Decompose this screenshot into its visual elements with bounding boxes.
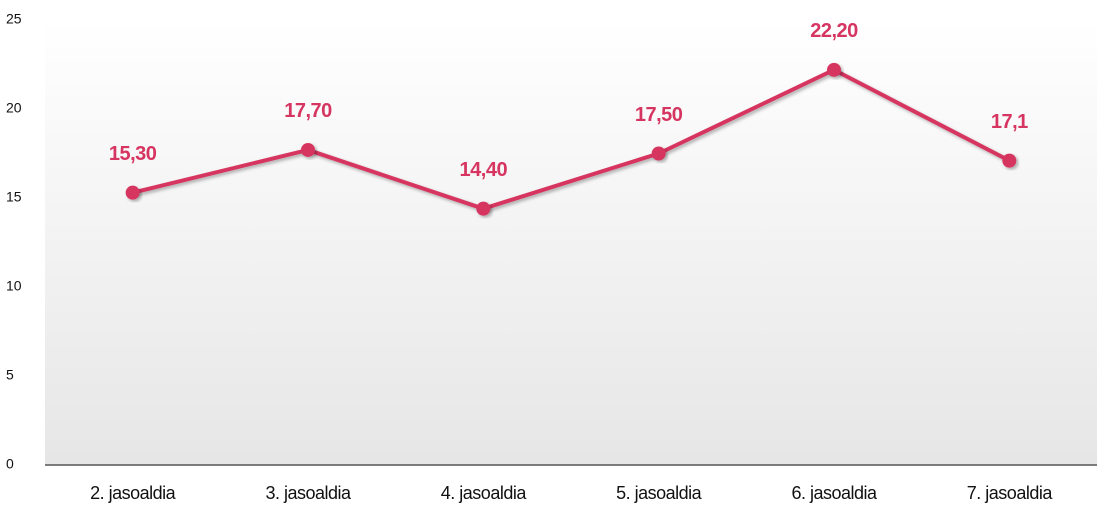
- value-label: 17,50: [635, 104, 683, 126]
- value-label: 14,40: [460, 159, 508, 181]
- point: [1002, 153, 1017, 168]
- y-tick-label: 25: [6, 11, 22, 27]
- point: [125, 185, 140, 200]
- value-label: 17,70: [284, 100, 332, 122]
- point: [651, 146, 666, 161]
- x-tick-label: 7. jasoaldia: [967, 483, 1054, 503]
- x-tick-label: 4. jasoaldia: [441, 483, 528, 503]
- point: [476, 201, 491, 216]
- x-tick-label: 6. jasoaldia: [791, 483, 878, 503]
- point: [827, 62, 841, 77]
- x-tick-label: 3. jasoaldia: [265, 483, 352, 503]
- y-tick-label: 0: [6, 456, 14, 472]
- value-label: 15,30: [109, 143, 157, 165]
- x-tick-label: 5. jasoaldia: [616, 483, 703, 503]
- y-tick-label: 20: [6, 100, 22, 116]
- line: [132, 67, 1011, 211]
- y-tick-label: 10: [6, 278, 22, 294]
- y-tick-label: 15: [6, 189, 22, 205]
- value-label: 17,1: [991, 111, 1028, 133]
- x-tick-label: 2. jasoaldia: [90, 483, 177, 503]
- value-label: 22,20: [810, 20, 858, 42]
- point: [301, 142, 315, 157]
- y-tick-label: 5: [6, 367, 14, 383]
- plot-background: [45, 20, 1097, 465]
